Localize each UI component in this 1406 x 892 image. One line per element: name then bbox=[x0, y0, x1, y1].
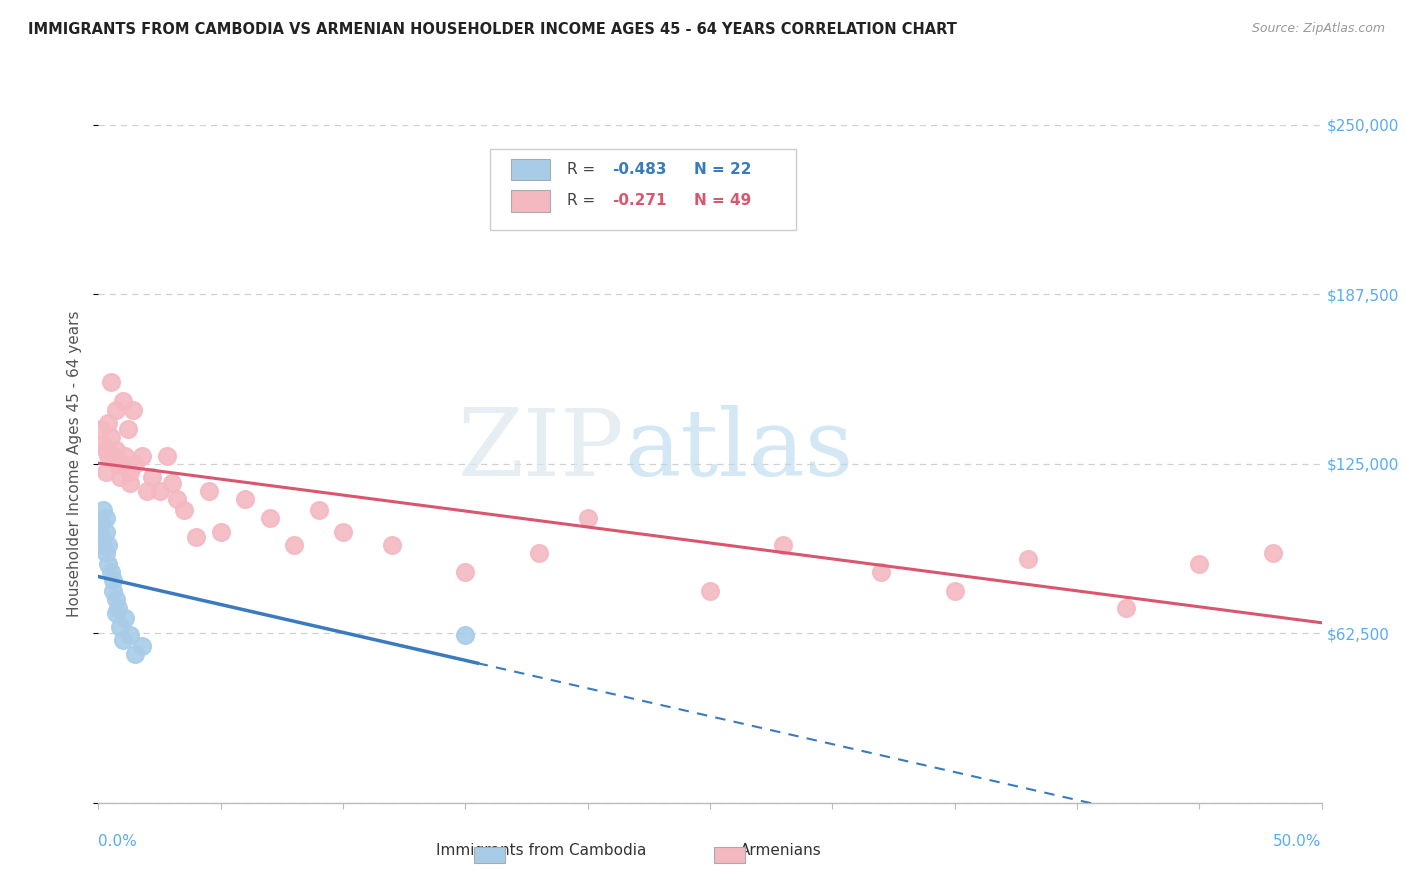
Point bbox=[90, 516, 112, 531]
Point bbox=[91, 538, 114, 552]
Point bbox=[110, 619, 132, 633]
Point bbox=[90, 421, 112, 435]
Point bbox=[1261, 546, 1284, 560]
FancyBboxPatch shape bbox=[510, 159, 550, 180]
Point bbox=[94, 465, 117, 479]
Point bbox=[197, 483, 219, 498]
Point bbox=[141, 470, 163, 484]
Text: Armenians: Armenians bbox=[740, 843, 821, 858]
Text: 50.0%: 50.0% bbox=[1274, 834, 1322, 849]
Point bbox=[111, 633, 134, 648]
Point bbox=[131, 449, 153, 463]
Text: -0.271: -0.271 bbox=[612, 194, 666, 209]
Point bbox=[283, 538, 305, 552]
Text: R =: R = bbox=[567, 162, 600, 178]
Text: 0.0%: 0.0% bbox=[98, 834, 138, 849]
Point bbox=[94, 443, 117, 458]
Point bbox=[124, 647, 146, 661]
Point bbox=[149, 483, 172, 498]
Point bbox=[100, 566, 122, 580]
Point bbox=[173, 503, 195, 517]
Point bbox=[1115, 600, 1137, 615]
Point bbox=[156, 449, 179, 463]
Point bbox=[91, 438, 114, 452]
Point bbox=[131, 639, 153, 653]
Point bbox=[101, 449, 124, 463]
Point bbox=[111, 394, 134, 409]
Point bbox=[120, 475, 142, 490]
Point bbox=[120, 628, 142, 642]
Point bbox=[772, 538, 794, 552]
Point bbox=[104, 402, 127, 417]
Point bbox=[136, 483, 159, 498]
Point bbox=[186, 530, 208, 544]
Point bbox=[104, 592, 127, 607]
Point bbox=[94, 511, 117, 525]
Point bbox=[576, 511, 599, 525]
Point bbox=[104, 443, 127, 458]
Point bbox=[259, 511, 281, 525]
FancyBboxPatch shape bbox=[489, 149, 796, 230]
Point bbox=[1017, 551, 1039, 566]
Point bbox=[527, 546, 550, 560]
Point bbox=[233, 492, 256, 507]
Point bbox=[166, 492, 188, 507]
Point bbox=[111, 457, 134, 471]
Point bbox=[91, 503, 114, 517]
Point bbox=[1188, 557, 1211, 571]
Point bbox=[110, 470, 132, 484]
Point bbox=[870, 566, 893, 580]
Text: atlas: atlas bbox=[624, 405, 853, 495]
Point bbox=[120, 465, 142, 479]
Point bbox=[101, 574, 124, 588]
Text: IMMIGRANTS FROM CAMBODIA VS ARMENIAN HOUSEHOLDER INCOME AGES 45 - 64 YEARS CORRE: IMMIGRANTS FROM CAMBODIA VS ARMENIAN HOU… bbox=[28, 22, 957, 37]
Point bbox=[114, 611, 136, 625]
Point bbox=[97, 416, 120, 430]
Text: R =: R = bbox=[567, 194, 600, 209]
Text: -0.483: -0.483 bbox=[612, 162, 666, 178]
Y-axis label: Householder Income Ages 45 - 64 years: Householder Income Ages 45 - 64 years bbox=[67, 310, 83, 617]
Point bbox=[117, 421, 139, 435]
Point bbox=[308, 503, 330, 517]
Point bbox=[699, 584, 721, 599]
Point bbox=[101, 584, 124, 599]
Point bbox=[94, 546, 117, 560]
Point bbox=[90, 530, 112, 544]
FancyBboxPatch shape bbox=[510, 190, 550, 211]
Point bbox=[100, 430, 122, 444]
Point bbox=[124, 457, 146, 471]
Text: ZIP: ZIP bbox=[458, 405, 624, 495]
Text: N = 49: N = 49 bbox=[695, 194, 751, 209]
Point bbox=[114, 449, 136, 463]
Point bbox=[943, 584, 966, 599]
Text: N = 22: N = 22 bbox=[695, 162, 752, 178]
Point bbox=[97, 538, 120, 552]
Text: Source: ZipAtlas.com: Source: ZipAtlas.com bbox=[1251, 22, 1385, 36]
Point bbox=[454, 628, 477, 642]
Point bbox=[104, 606, 127, 620]
Point bbox=[100, 376, 122, 390]
Point bbox=[97, 449, 120, 463]
Text: Immigrants from Cambodia: Immigrants from Cambodia bbox=[436, 843, 647, 858]
Point bbox=[454, 566, 477, 580]
Point bbox=[209, 524, 232, 539]
Point bbox=[97, 557, 120, 571]
Point bbox=[160, 475, 183, 490]
Point bbox=[332, 524, 354, 539]
Point bbox=[381, 538, 404, 552]
Point bbox=[94, 524, 117, 539]
Point bbox=[107, 457, 129, 471]
Point bbox=[121, 402, 143, 417]
Point bbox=[107, 600, 129, 615]
